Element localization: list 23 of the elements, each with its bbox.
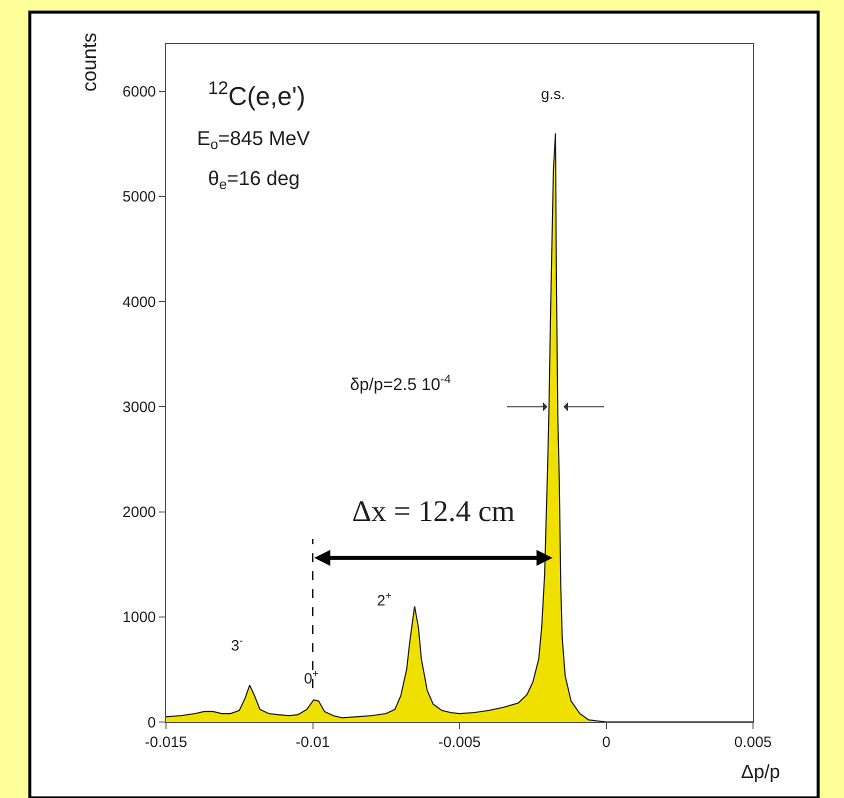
annotation: $^{12}$C(e,e') bbox=[208, 78, 306, 111]
annotation: δp/p=2.5 10$^{-4}$ bbox=[350, 372, 452, 394]
x-tick-label: -0.005 bbox=[438, 734, 481, 752]
x-tick-label: 0.005 bbox=[734, 734, 772, 752]
annotation: E$_{o}$=845 MeV bbox=[197, 128, 311, 152]
y-tick-label: 0 bbox=[148, 714, 156, 732]
x-tick-label: 0 bbox=[602, 734, 610, 752]
y-tick-label: 3000 bbox=[122, 398, 156, 416]
annotation: 2$^{+}$ bbox=[377, 590, 392, 610]
y-tick-label: 6000 bbox=[122, 84, 156, 101]
y-tick-label: 1000 bbox=[122, 609, 156, 626]
x-axis-title: Δp/p bbox=[741, 762, 780, 783]
x-tick-label: -0.015 bbox=[144, 734, 188, 752]
annotation: 0$^{+}$ bbox=[304, 668, 318, 688]
y-tick-label: 4000 bbox=[122, 294, 156, 311]
annotation: Δx = 12.4 cm bbox=[352, 495, 515, 528]
y-tick-label: 2000 bbox=[122, 504, 156, 522]
y-axis-title: counts bbox=[78, 32, 101, 92]
annotation: θ$_{e}$=16 deg bbox=[208, 168, 300, 192]
annotation: 3$^{-}$ bbox=[231, 635, 244, 654]
y-tick-label: 5000 bbox=[122, 188, 156, 206]
x-tick-label: -0.01 bbox=[296, 734, 330, 752]
annotation: g.s. bbox=[541, 86, 566, 103]
